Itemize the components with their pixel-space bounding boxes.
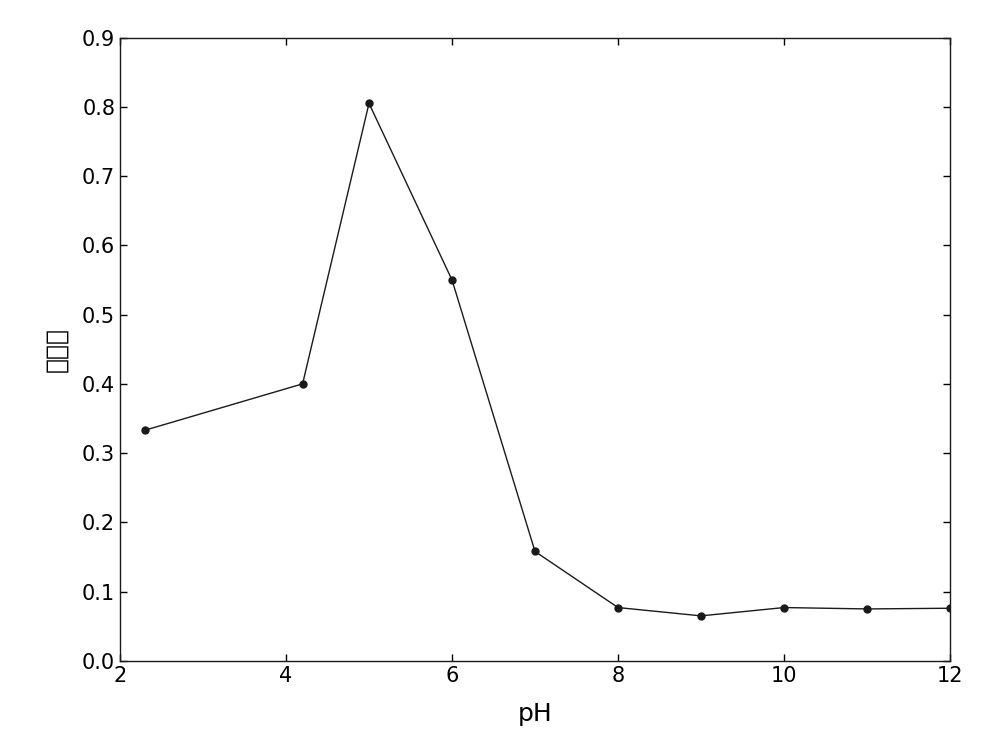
X-axis label: pH: pH bbox=[518, 702, 552, 726]
Y-axis label: 吸光度: 吸光度 bbox=[44, 327, 68, 372]
